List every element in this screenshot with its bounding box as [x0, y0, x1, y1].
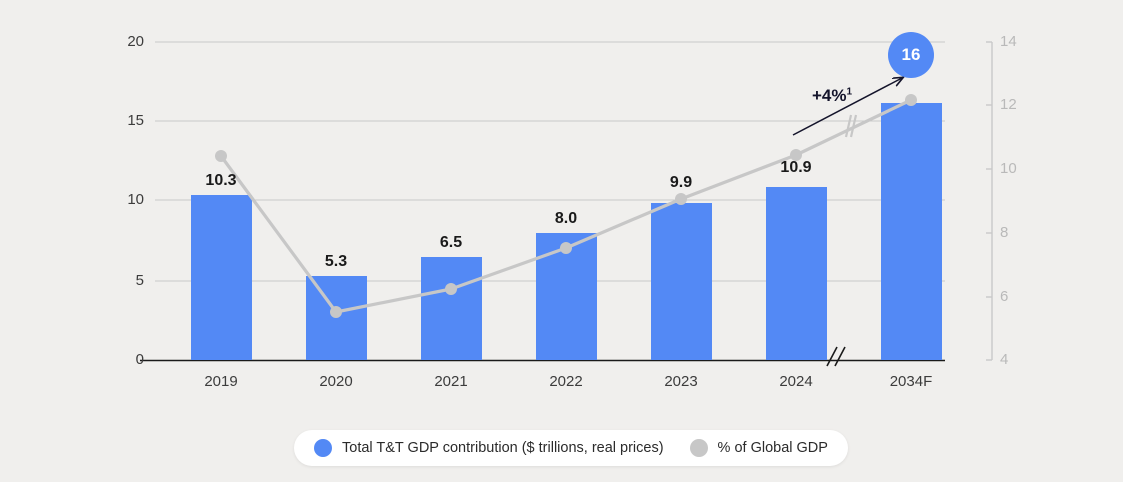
line-break-icon: [844, 114, 858, 138]
line-marker-2022: [560, 242, 572, 254]
y-right-tick-8: 8: [1000, 224, 1009, 241]
y-right-tick-10: 10: [1000, 160, 1017, 177]
x-label-2019: 2019: [204, 373, 238, 390]
growth-annotation-footnote: 1: [846, 86, 853, 98]
bar-2023: [651, 203, 712, 360]
y-left-tick-5: 5: [135, 272, 144, 289]
line-marker-2019: [215, 150, 227, 162]
bar-series: [191, 103, 942, 360]
legend-item-global-gdp-share[interactable]: % of Global GDP: [689, 439, 828, 457]
legend-dot-gray-icon: [689, 439, 708, 457]
x-label-2020: 2020: [319, 373, 353, 390]
y-left-tick-15: 15: [127, 112, 144, 129]
bar-value-2020: 5.3: [324, 253, 348, 270]
legend-label-global-gdp-share: % of Global GDP: [717, 440, 828, 456]
growth-annotation: +4%1: [812, 86, 852, 106]
bar-2019: [191, 195, 252, 360]
x-label-2021: 2021: [434, 373, 468, 390]
bar-2021: [421, 257, 482, 360]
line-marker-2034F: [905, 94, 917, 106]
y-left-tick-10: 10: [127, 191, 144, 208]
legend-label-gdp-contribution: Total T&T GDP contribution ($ trillions,…: [342, 440, 664, 456]
axis-break-icon: [826, 346, 846, 367]
bar-value-2021: 6.5: [439, 234, 463, 251]
x-label-2024: 2024: [779, 373, 813, 390]
line-marker-2021: [445, 283, 457, 295]
y-left-tick-20: 20: [127, 33, 144, 50]
growth-annotation-value: +4%: [812, 86, 847, 105]
bar-2034F: [881, 103, 942, 360]
line-marker-2024: [790, 149, 802, 161]
bar-value-2024: 10.9: [780, 159, 812, 176]
y-right-tick-6: 6: [1000, 288, 1009, 305]
x-label-2023: 2023: [664, 373, 698, 390]
y-right-tick-14: 14: [1000, 33, 1017, 50]
bar-value-2022: 8.0: [554, 210, 578, 227]
legend-item-gdp-contribution[interactable]: Total T&T GDP contribution ($ trillions,…: [314, 439, 664, 457]
y-right-tick-4: 4: [1000, 351, 1009, 368]
line-marker-2020: [330, 306, 342, 318]
x-label-2034F: 2034F: [889, 373, 933, 390]
bar-value-2023: 9.9: [669, 174, 693, 191]
chart-legend: Total T&T GDP contribution ($ trillions,…: [294, 430, 848, 466]
bar-value-2019: 10.3: [205, 172, 237, 189]
y-right-tick-12: 12: [1000, 96, 1017, 113]
bar-2024: [766, 187, 827, 360]
x-label-2022: 2022: [549, 373, 583, 390]
y-left-tick-0: 0: [135, 351, 144, 368]
right-axis: [986, 41, 993, 361]
legend-dot-blue-icon: [314, 439, 332, 457]
line-series: [215, 94, 917, 318]
growth-arrow-icon: [792, 78, 902, 136]
forecast-badge: 16: [888, 32, 934, 78]
line-marker-2023: [675, 193, 687, 205]
bar-2020: [306, 276, 367, 360]
